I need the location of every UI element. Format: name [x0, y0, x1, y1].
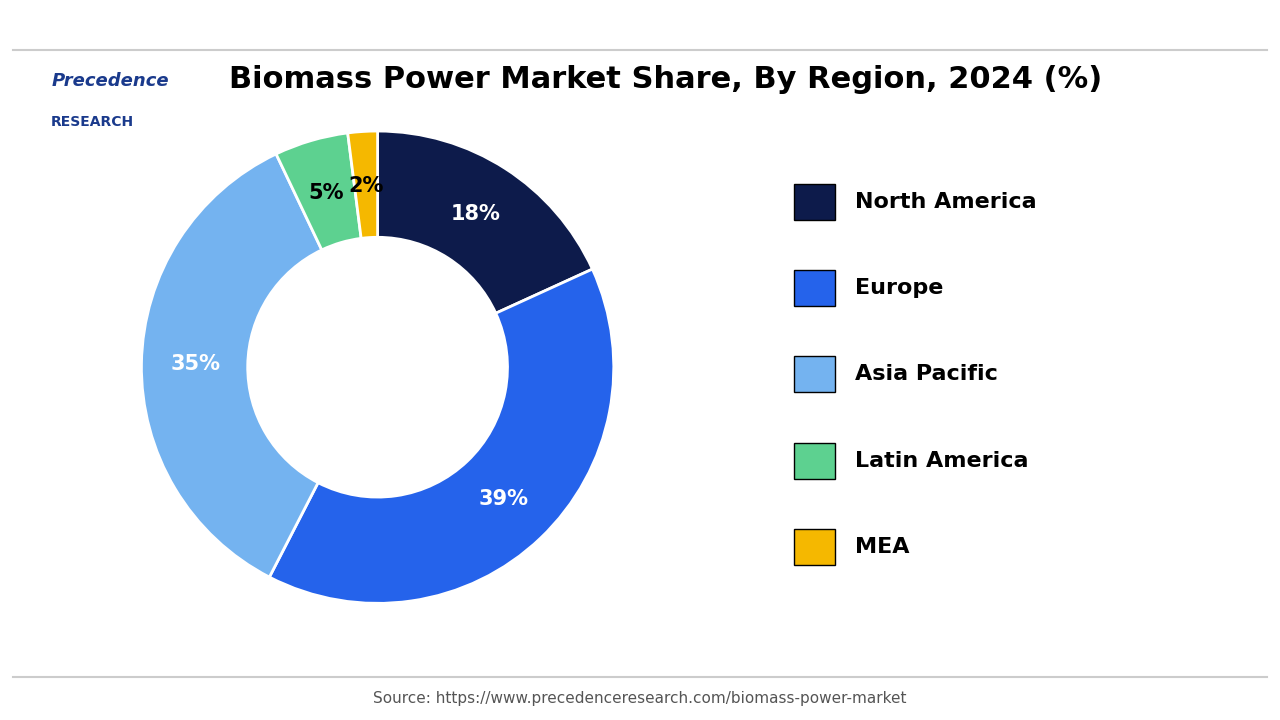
Text: 2%: 2% [348, 176, 384, 196]
Text: 35%: 35% [170, 354, 220, 374]
Text: 18%: 18% [451, 204, 500, 224]
Text: Precedence: Precedence [51, 72, 169, 90]
Text: 5%: 5% [308, 183, 344, 203]
Wedge shape [276, 133, 361, 250]
Text: 39%: 39% [479, 489, 529, 509]
Wedge shape [142, 154, 321, 577]
Text: Latin America: Latin America [855, 451, 1029, 471]
Text: Asia Pacific: Asia Pacific [855, 364, 998, 384]
Wedge shape [348, 131, 378, 238]
Wedge shape [378, 131, 593, 313]
Text: RESEARCH: RESEARCH [51, 115, 134, 129]
Wedge shape [269, 269, 613, 603]
Text: Source: https://www.precedenceresearch.com/biomass-power-market: Source: https://www.precedenceresearch.c… [374, 690, 906, 706]
Text: North America: North America [855, 192, 1037, 212]
Text: MEA: MEA [855, 537, 910, 557]
Text: Biomass Power Market Share, By Region, 2024 (%): Biomass Power Market Share, By Region, 2… [229, 65, 1102, 94]
Text: Europe: Europe [855, 278, 943, 298]
